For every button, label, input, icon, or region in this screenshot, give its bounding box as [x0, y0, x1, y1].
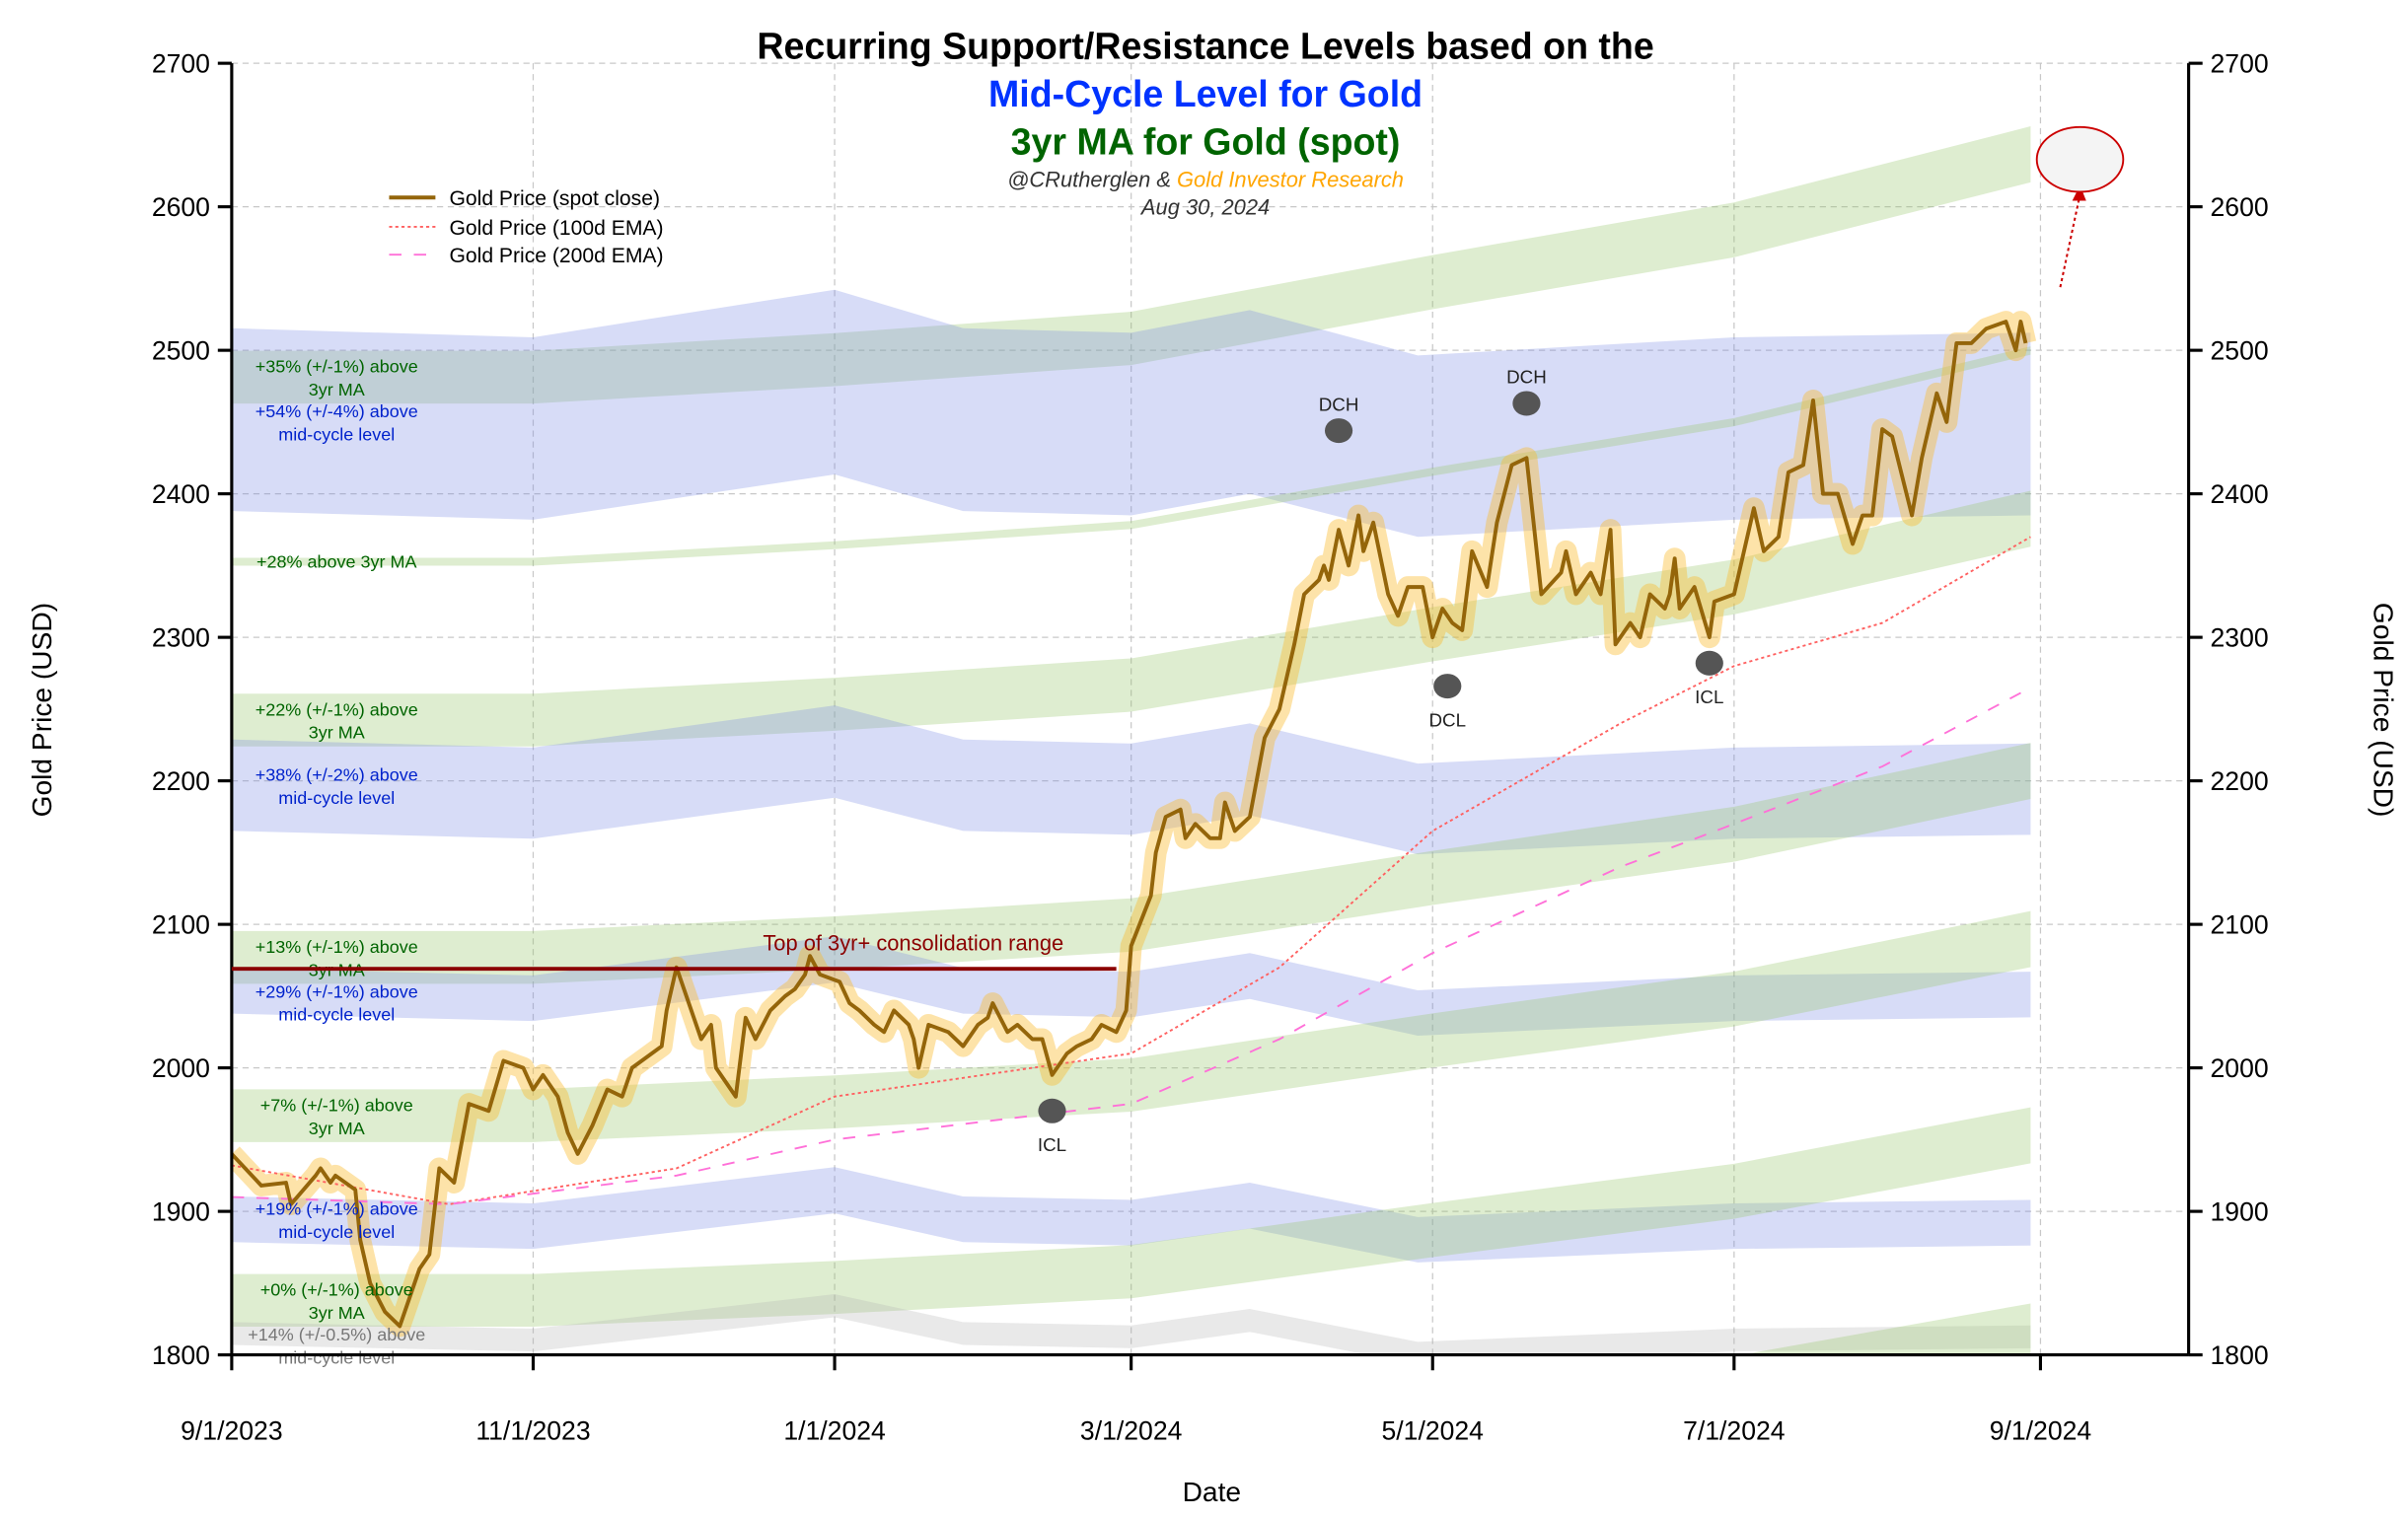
- cycle-marker-dot: [1512, 391, 1541, 416]
- x-tick-label: 5/1/2024: [1382, 1416, 1484, 1446]
- y-tick-label-right: 2300: [2211, 623, 2269, 653]
- band-blue: [231, 289, 2031, 538]
- y-tick-label-right: 2200: [2211, 766, 2269, 796]
- legend-label-ema100: Gold Price (100d EMA): [449, 217, 663, 240]
- cycle-marker-dot: [1695, 650, 1723, 676]
- x-tick-label: 11/1/2023: [475, 1416, 590, 1446]
- band-green: [231, 126, 2031, 404]
- y-tick-label-right: 2700: [2211, 49, 2269, 79]
- cycle-marker-label: ICL: [1695, 687, 1723, 707]
- band-label: mid-cycle level: [278, 1005, 395, 1025]
- band-label: mid-cycle level: [278, 1348, 395, 1368]
- x-axis-label: Date: [1183, 1477, 1241, 1507]
- band-green: [1740, 1303, 2031, 1355]
- cycle-marker-label: DCL: [1429, 709, 1467, 730]
- band-blue: [231, 705, 2031, 855]
- band-label: 3yr MA: [309, 723, 365, 743]
- x-tick-label: 3/1/2024: [1080, 1416, 1182, 1446]
- y-tick-label-left: 2700: [152, 49, 210, 79]
- band-label: +14% (+/-0.5%) above: [248, 1325, 425, 1344]
- chart-date: Aug 30, 2024: [1139, 194, 1270, 219]
- legend-label-spot: Gold Price (spot close): [449, 187, 660, 210]
- y-tick-label-right: 2500: [2211, 336, 2269, 366]
- band-label: 3yr MA: [309, 380, 365, 399]
- chart-title-line2: Mid-Cycle Level for Gold: [988, 73, 1423, 114]
- cycle-markers: DCH DCH DCL ICL ICL: [1038, 367, 1723, 1155]
- spot-price-line: [231, 320, 2028, 1329]
- band-grey: [231, 1294, 2031, 1355]
- x-tick-label: 9/1/2024: [1990, 1416, 2091, 1446]
- x-tick-label: 7/1/2024: [1683, 1416, 1785, 1446]
- cycle-marker-dot: [1433, 674, 1462, 699]
- y-tick-label-left: 2300: [152, 623, 210, 653]
- y-tick-label-left: 2000: [152, 1053, 210, 1083]
- band-label: +19% (+/-1%) above: [255, 1198, 418, 1218]
- y-tick-label-right: 1900: [2211, 1196, 2269, 1226]
- band-label: +38% (+/-2%) above: [255, 764, 418, 784]
- y-axis-label-left: Gold Price (USD): [27, 603, 57, 817]
- legend: Gold Price (spot close) Gold Price (100d…: [389, 187, 664, 267]
- band-label: +54% (+/-4%) above: [255, 401, 418, 421]
- chart-credit: @CRutherglen & Gold Investor Research: [1007, 167, 1404, 191]
- ema200-line: [231, 687, 2031, 1205]
- x-tick-label: 1/1/2024: [783, 1416, 885, 1446]
- band-label: +28% above 3yr MA: [256, 552, 416, 572]
- band-blue: [231, 936, 2031, 1037]
- cycle-marker-dot: [1324, 418, 1353, 444]
- y-tick-label-right: 2600: [2211, 192, 2269, 222]
- band-label: mid-cycle level: [278, 788, 395, 808]
- band-green: [231, 910, 2031, 1142]
- y-tick-label-left: 2100: [152, 910, 210, 940]
- band-green: [231, 346, 2031, 566]
- band-label: +22% (+/-1%) above: [255, 699, 418, 719]
- band-label: mid-cycle level: [278, 424, 395, 444]
- band-label: +35% (+/-1%) above: [255, 357, 418, 377]
- y-tick-label-left: 2400: [152, 479, 210, 509]
- cycle-marker-label: ICL: [1038, 1134, 1066, 1155]
- band-label: mid-cycle level: [278, 1222, 395, 1242]
- band-label: +29% (+/-1%) above: [255, 981, 418, 1001]
- consolidation-label: Top of 3yr+ consolidation range: [763, 930, 1063, 955]
- y-tick-label-left: 1900: [152, 1196, 210, 1226]
- y-tick-label-left: 2500: [152, 336, 210, 366]
- support-resistance-bands: [231, 126, 2031, 1355]
- band-label: 3yr MA: [309, 1303, 365, 1323]
- x-tick-label: 9/1/2023: [181, 1416, 282, 1446]
- cycle-marker-label: DCH: [1506, 367, 1547, 388]
- credit-org: Gold Investor Research: [1177, 167, 1404, 191]
- projection-arrowhead: [2072, 184, 2086, 201]
- y-tick-label-left: 2200: [152, 766, 210, 796]
- cycle-marker-label: DCH: [1319, 394, 1359, 414]
- band-green: [231, 490, 2031, 747]
- cycle-marker-dot: [1038, 1098, 1066, 1123]
- price-lines: [231, 311, 2037, 1338]
- band-label: +7% (+/-1%) above: [260, 1095, 413, 1115]
- band-label: +0% (+/-1%) above: [260, 1280, 413, 1300]
- legend-label-ema200: Gold Price (200d EMA): [449, 245, 663, 267]
- band-green: [231, 743, 2031, 984]
- y-tick-label-right: 2100: [2211, 910, 2269, 940]
- y-tick-label-right: 2000: [2211, 1053, 2269, 1083]
- chart-title-line1: Recurring Support/Resistance Levels base…: [757, 25, 1653, 66]
- y-axis-label-right: Gold Price (USD): [2368, 603, 2398, 817]
- band-label: +13% (+/-1%) above: [255, 937, 418, 957]
- band-green: [231, 1107, 2031, 1328]
- projection-target-circle: [2035, 125, 2125, 193]
- y-tick-label-right: 1800: [2211, 1340, 2269, 1370]
- chart-title-line3: 3yr MA for Gold (spot): [1011, 120, 1401, 162]
- y-tick-label-left: 2600: [152, 192, 210, 222]
- band-blue: [231, 1167, 2031, 1263]
- axes: 1800 1800 1900 1900 2000 2000 2100 2100 2200 2200…: [152, 49, 2269, 1446]
- band-label: 3yr MA: [309, 1119, 365, 1138]
- y-tick-label-right: 2400: [2211, 479, 2269, 509]
- y-tick-label-left: 1800: [152, 1340, 210, 1370]
- credit-author: @CRutherglen &: [1007, 167, 1171, 191]
